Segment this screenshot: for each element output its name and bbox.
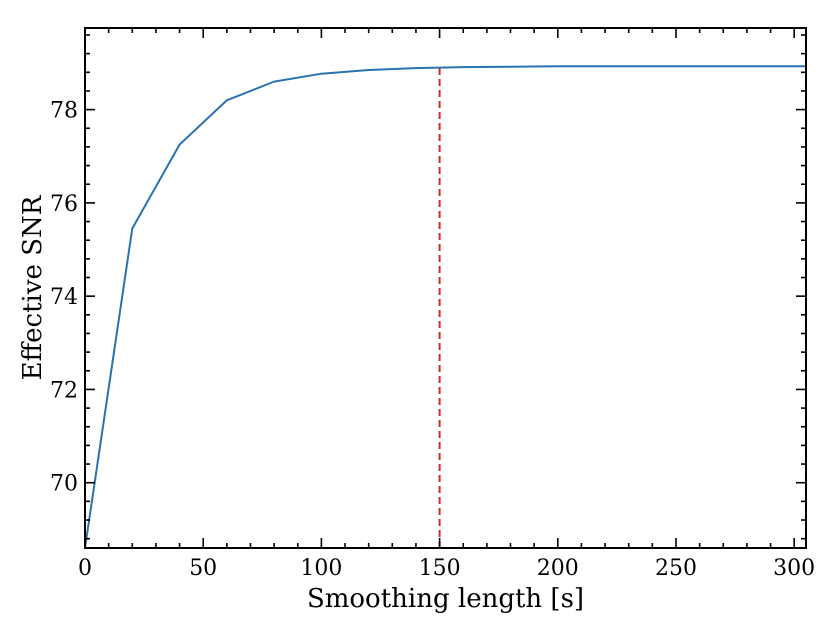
x-tick-label: 300 — [773, 556, 815, 581]
x-tick-label: 100 — [300, 556, 342, 581]
x-tick-label: 150 — [419, 556, 461, 581]
y-tick-label: 74 — [50, 285, 78, 310]
y-tick-label: 78 — [50, 99, 78, 124]
x-tick-label: 50 — [189, 556, 217, 581]
y-tick-label: 70 — [50, 472, 78, 497]
plot-area — [84, 65, 806, 549]
x-tick-label: 0 — [78, 556, 92, 581]
y-tick-label: 72 — [50, 378, 78, 403]
x-tick-label: 200 — [537, 556, 579, 581]
y-axis-label: Effective SNR — [18, 194, 48, 380]
plot-frame — [84, 27, 807, 549]
x-axis-ticks: 0 50 100 150 200 250 300 — [78, 28, 815, 581]
x-axis-label: Smoothing length [s] — [307, 584, 584, 614]
x-tick-label: 250 — [655, 556, 697, 581]
series-line — [84, 65, 806, 549]
y-axis-ticks: 70 72 74 76 78 — [50, 34, 806, 540]
y-tick-label: 76 — [50, 192, 78, 217]
